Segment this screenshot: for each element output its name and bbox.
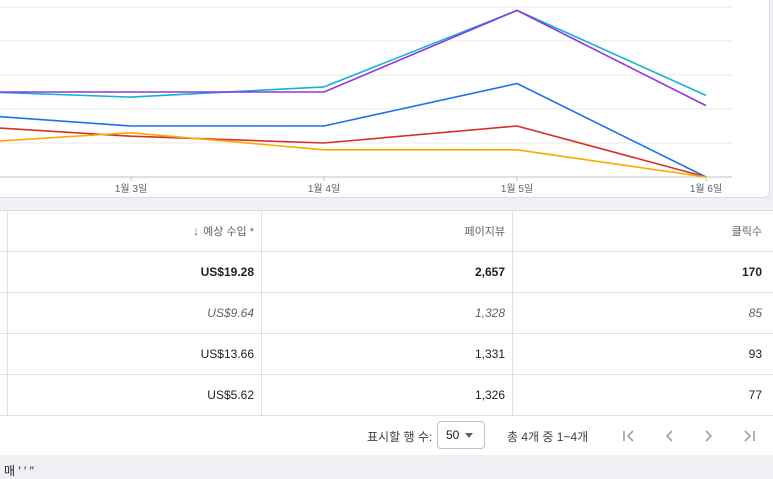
column-header-pageviews[interactable]: 페이지뷰 bbox=[262, 211, 513, 251]
clicks-cell: 85 bbox=[748, 306, 762, 320]
revenue-cell: US$13.66 bbox=[0, 334, 262, 374]
rows-per-page-label: 표시할 행 수: bbox=[367, 430, 433, 444]
table-row: US$13.66 1,331 93 bbox=[0, 334, 773, 375]
pagination-range: 총 4개 중 1~4개 bbox=[507, 430, 589, 444]
column-header-clicks[interactable]: 클릭수 bbox=[731, 226, 762, 238]
bottom-partial-text: 매 ′ ′ ′′ bbox=[4, 464, 35, 478]
clicks-cell: 93 bbox=[748, 347, 762, 361]
report-table: ↓ 예상 수입 * 페이지뷰 클릭수 US$19.28 2,657 170 US… bbox=[0, 210, 773, 455]
last-page-icon[interactable] bbox=[737, 424, 761, 448]
rows-per-page-value: 50 bbox=[446, 428, 460, 442]
revenue-cell: US$19.28 bbox=[0, 252, 262, 292]
pageviews-cell: 2,657 bbox=[262, 252, 513, 292]
arrow-down-icon: ↓ bbox=[193, 224, 200, 238]
table-row: US$19.28 2,657 170 bbox=[0, 252, 773, 293]
caret-down-icon bbox=[465, 432, 474, 438]
table-row: US$5.62 1,326 77 bbox=[0, 375, 773, 416]
series-line-3 bbox=[0, 82, 707, 178]
rows-per-page-select[interactable]: 50 bbox=[437, 421, 485, 449]
series-line-5 bbox=[0, 132, 707, 178]
x-tick-label: 1월 6일 bbox=[690, 183, 722, 195]
revenue-cell: US$5.62 bbox=[0, 375, 262, 415]
column-header-revenue[interactable]: ↓ 예상 수입 * bbox=[0, 211, 262, 251]
table-pagination: 표시할 행 수: 50 총 4개 중 1~4개 bbox=[0, 416, 773, 455]
x-tick-label: 1월 5일 bbox=[501, 183, 533, 195]
clicks-cell: 170 bbox=[741, 265, 762, 279]
series-line-1 bbox=[0, 9, 707, 98]
table-row: US$9.64 1,328 85 bbox=[0, 293, 773, 334]
series-line-2 bbox=[0, 9, 707, 107]
x-tick-label: 1월 3일 bbox=[115, 183, 147, 195]
pageviews-cell: 1,326 bbox=[262, 375, 513, 415]
next-page-icon[interactable] bbox=[697, 424, 721, 448]
prev-page-icon[interactable] bbox=[657, 424, 681, 448]
revenue-cell: US$9.64 bbox=[0, 293, 262, 333]
pageviews-cell: 1,331 bbox=[262, 334, 513, 374]
line-chart-card: 1월 3일 1월 4일 1월 5일 1월 6일 bbox=[0, 0, 770, 198]
line-chart: 1월 3일 1월 4일 1월 5일 1월 6일 bbox=[0, 6, 732, 195]
x-tick-label: 1월 4일 bbox=[308, 183, 340, 195]
table-header-row: ↓ 예상 수입 * 페이지뷰 클릭수 bbox=[0, 211, 773, 252]
first-page-icon[interactable] bbox=[617, 424, 641, 448]
pageviews-cell: 1,328 bbox=[262, 293, 513, 333]
series-line-4 bbox=[0, 125, 707, 178]
clicks-cell: 77 bbox=[748, 388, 762, 402]
